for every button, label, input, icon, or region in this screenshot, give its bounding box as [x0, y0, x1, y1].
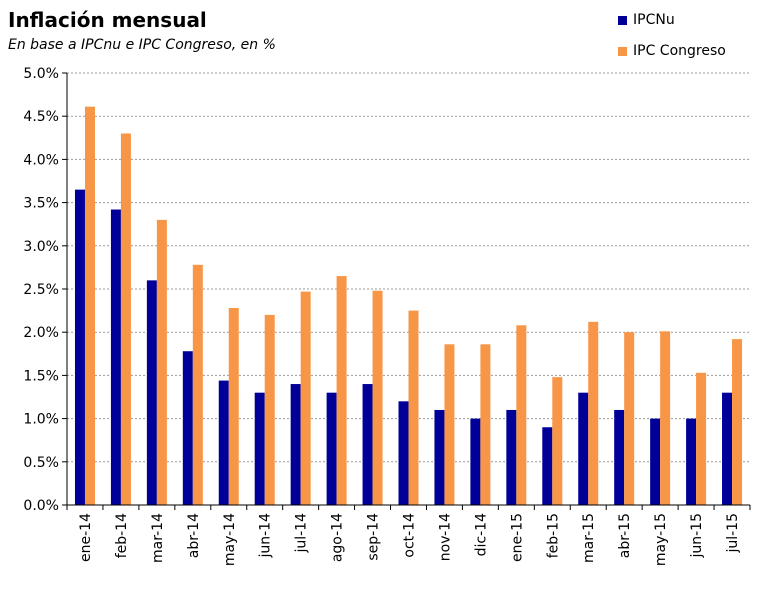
bar-ipc-congreso [588, 321, 599, 505]
bar-ipcnu [362, 384, 373, 505]
y-tick-label: 4.0% [23, 152, 59, 168]
x-tick-label: mar-14 [150, 513, 166, 563]
bar-ipc-congreso [84, 106, 95, 506]
x-tick-label: feb-15 [545, 513, 561, 558]
legend-label-ipc-congreso: IPC Congreso [633, 43, 726, 59]
y-tick-label: 2.0% [23, 325, 59, 341]
bar-ipcnu [470, 418, 481, 505]
bar-ipc-congreso [516, 325, 527, 505]
bar-ipcnu [650, 418, 661, 505]
chart-title: Inflación mensual [8, 8, 207, 32]
x-tick-label: abr-14 [186, 513, 202, 558]
x-tick-label: nov-14 [437, 513, 453, 561]
x-tick-label: ene-14 [78, 513, 94, 562]
bar-ipc-congreso [228, 308, 239, 505]
y-tick-label: 2.5% [23, 282, 59, 298]
bar-ipcnu [722, 392, 733, 505]
chart-legend: IPCNu IPC Congreso [618, 11, 726, 73]
bar-ipcnu [182, 351, 193, 505]
bar-ipc-congreso [372, 290, 383, 505]
x-tick-label: may-15 [653, 513, 669, 566]
x-tick-label: jul-15 [725, 513, 741, 554]
bar-ipcnu [434, 409, 445, 505]
legend-item-ipcnu: IPCNu [618, 11, 726, 29]
bar-ipcnu [146, 280, 157, 505]
x-tick-label: jun-14 [258, 513, 274, 559]
bar-ipcnu [542, 427, 553, 505]
bar-ipcnu [74, 189, 85, 505]
bar-ipc-congreso [300, 291, 311, 505]
bar-ipc-congreso [660, 331, 671, 505]
y-tick-label: 5.0% [23, 66, 59, 82]
bar-ipcnu [578, 392, 589, 505]
chart-subtitle: En base a IPCnu e IPC Congreso, en % [8, 37, 276, 53]
bar-ipc-congreso [408, 310, 419, 505]
bar-ipcnu [506, 409, 517, 505]
legend-label-ipcnu: IPCNu [633, 12, 675, 28]
bar-ipcnu [398, 401, 409, 505]
x-tick-label: ago-14 [330, 513, 346, 562]
bar-ipcnu [686, 418, 697, 505]
bar-ipc-congreso [552, 377, 563, 505]
x-tick-label: jun-15 [689, 513, 705, 559]
x-tick-label: oct-14 [402, 513, 418, 558]
x-tick-label: may-14 [222, 513, 238, 566]
y-tick-label: 1.5% [23, 368, 59, 384]
x-tick-label: ene-15 [509, 513, 525, 562]
y-tick-label: 3.0% [23, 239, 59, 255]
bar-ipcnu [326, 392, 337, 505]
y-tick-label: 0.5% [23, 455, 59, 471]
bar-ipc-congreso [336, 276, 347, 505]
legend-item-ipc-congreso: IPC Congreso [618, 42, 726, 60]
bar-ipc-congreso [444, 344, 455, 505]
bar-ipcnu [614, 409, 625, 505]
legend-swatch-ipc-congreso [618, 46, 627, 56]
bar-ipc-congreso [732, 339, 743, 505]
bar-ipcnu [290, 384, 301, 505]
bar-ipc-congreso [696, 372, 707, 505]
bar-ipc-congreso [192, 264, 203, 505]
legend-swatch-ipcnu [618, 15, 627, 25]
x-tick-label: abr-15 [617, 513, 633, 558]
bar-ipcnu [218, 380, 229, 505]
bar-ipc-congreso [120, 133, 131, 506]
y-tick-label: 4.5% [23, 109, 59, 125]
bar-ipcnu [110, 209, 121, 505]
x-tick-label: dic-14 [473, 513, 489, 556]
bar-ipc-congreso [156, 219, 167, 505]
x-tick-label: sep-14 [366, 513, 382, 561]
y-tick-label: 0.0% [23, 498, 59, 514]
bar-ipcnu [254, 392, 265, 505]
bar-ipc-congreso [264, 314, 275, 505]
y-tick-label: 1.0% [23, 412, 59, 428]
x-tick-label: jul-14 [294, 513, 310, 554]
x-tick-label: mar-15 [581, 513, 597, 563]
x-tick-label: feb-14 [114, 513, 130, 558]
bar-ipc-congreso [624, 332, 635, 505]
bar-ipc-congreso [480, 344, 491, 505]
y-tick-label: 3.5% [23, 196, 59, 212]
